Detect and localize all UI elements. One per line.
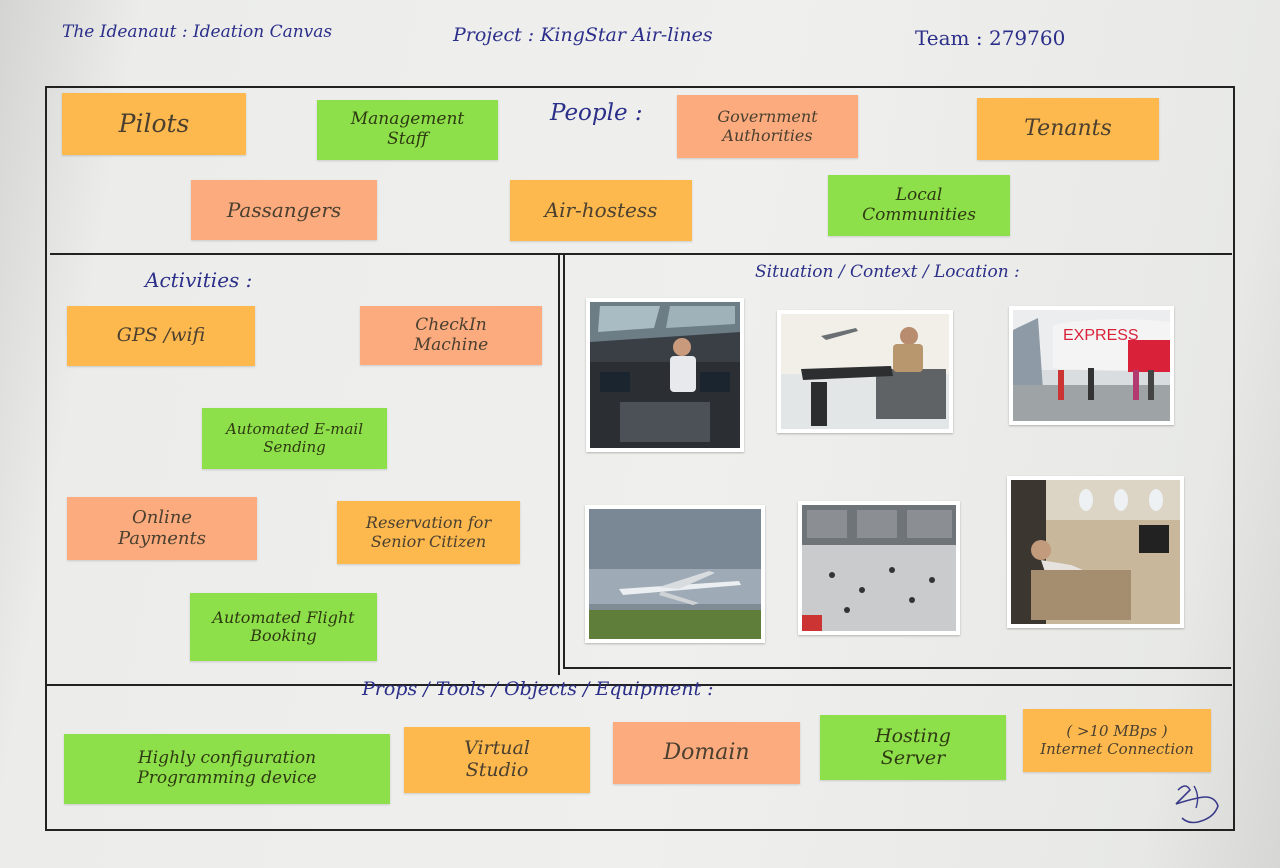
sticky-note-automated-flight-booking: Automated Flight Booking <box>190 593 377 661</box>
sticky-note-gps-wifi: GPS /wifi <box>67 306 255 366</box>
photo-express-caption: EXPRESS <box>1063 327 1139 344</box>
props-label: Props / Tools / Objects / Equipment : <box>362 678 714 700</box>
people-divider <box>50 253 1232 255</box>
sticky-note-online-payments: Online Payments <box>67 497 257 560</box>
photo-traveller-waiting <box>777 310 953 433</box>
sticky-note-internet-connection: ( >10 MBps ) Internet Connection <box>1023 709 1211 772</box>
project-name: Project : KingStar Air-lines <box>453 24 713 46</box>
canvas-title: The Ideanaut : Ideation Canvas <box>62 22 333 42</box>
situation-inner-frame-left <box>563 255 565 669</box>
photo-airport-terminal <box>798 501 960 635</box>
signature <box>1175 785 1219 824</box>
sticky-note-air-hostess: Air-hostess <box>510 180 692 241</box>
sticky-note-checkin-machine: CheckIn Machine <box>360 306 542 365</box>
situation-label: Situation / Context / Location : <box>755 262 1020 282</box>
sticky-note-passangers: Passangers <box>191 180 377 240</box>
sticky-note-programming-device: Highly configuration Programming device <box>64 734 390 804</box>
sticky-note-hosting-server: Hosting Server <box>820 715 1006 780</box>
sticky-note-automated-email: Automated E-mail Sending <box>202 408 387 469</box>
team-number: Team : 279760 <box>915 26 1066 50</box>
photo-pilot-cockpit <box>586 298 744 452</box>
sticky-note-virtual-studio: Virtual Studio <box>404 727 590 793</box>
sticky-note-management-staff: Management Staff <box>317 100 498 160</box>
photo-business-class <box>1007 476 1184 628</box>
people-label: People : <box>550 100 643 126</box>
props-divider <box>46 684 1232 686</box>
sticky-note-domain: Domain <box>613 722 800 784</box>
activities-label: Activities : <box>145 268 253 292</box>
activities-situation-divider <box>558 255 560 675</box>
sticky-note-government-authorities: Government Authorities <box>677 95 858 158</box>
situation-inner-frame-bottom <box>563 667 1231 669</box>
canvas-frame <box>45 86 1235 831</box>
sticky-note-tenants: Tenants <box>977 98 1159 160</box>
sticky-note-local-communities: Local Communities <box>828 175 1010 236</box>
sticky-note-pilots: Pilots <box>62 93 246 155</box>
photo-airplane-takeoff <box>585 505 765 643</box>
sticky-note-senior-citizen: Reservation for Senior Citizen <box>337 501 520 564</box>
photo-boarding-express: EXPRESS <box>1009 306 1174 425</box>
